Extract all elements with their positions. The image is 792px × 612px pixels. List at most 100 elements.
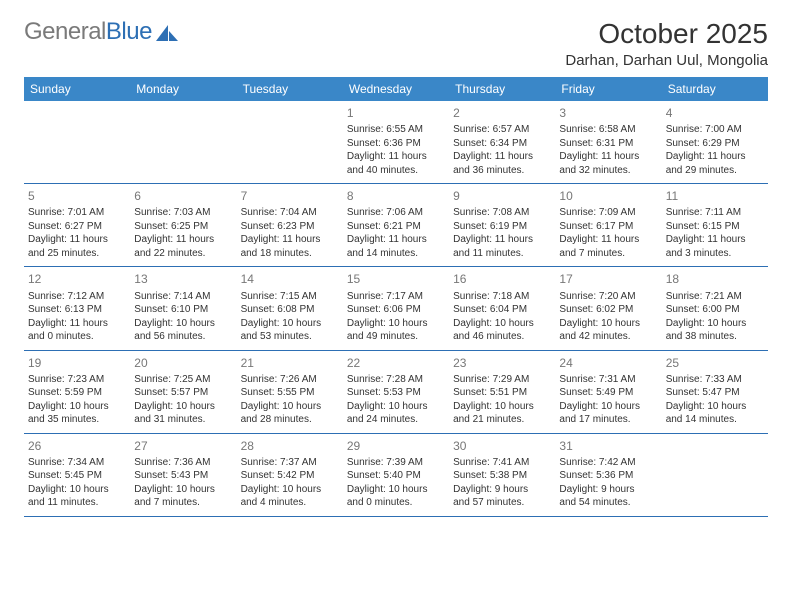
day-info-line: Daylight: 10 hours (347, 400, 445, 414)
day-info-line: Sunrise: 7:25 AM (134, 373, 232, 387)
day-info-line: and 18 minutes. (241, 247, 339, 261)
title-block: October 2025 Darhan, Darhan Uul, Mongoli… (565, 18, 768, 69)
day-info-line: Sunset: 6:02 PM (559, 303, 657, 317)
day-info-line: and 57 minutes. (453, 496, 551, 510)
day-info-line: Sunset: 5:49 PM (559, 386, 657, 400)
day-info-line: and 11 minutes. (453, 247, 551, 261)
day-info-line: Daylight: 10 hours (666, 400, 764, 414)
calendar-day-cell (237, 101, 343, 183)
day-info-line: Daylight: 11 hours (453, 150, 551, 164)
day-info-line: Daylight: 10 hours (241, 483, 339, 497)
day-info-line: and 4 minutes. (241, 496, 339, 510)
day-info-line: Sunrise: 6:55 AM (347, 123, 445, 137)
day-info-line: Daylight: 11 hours (453, 233, 551, 247)
day-info-line: Daylight: 9 hours (453, 483, 551, 497)
day-info-line: Sunrise: 7:36 AM (134, 456, 232, 470)
day-info-line: Sunrise: 7:09 AM (559, 206, 657, 220)
day-info-line: and 24 minutes. (347, 413, 445, 427)
calendar-week-row: 26Sunrise: 7:34 AMSunset: 5:45 PMDayligh… (24, 434, 768, 517)
day-number: 11 (666, 188, 764, 204)
day-info-line: Sunset: 6:06 PM (347, 303, 445, 317)
day-info-line: Sunrise: 6:57 AM (453, 123, 551, 137)
day-info-line: Daylight: 10 hours (559, 400, 657, 414)
brand-part2: Blue (106, 18, 152, 46)
calendar-day-cell: 8 Sunrise: 7:06 AMSunset: 6:21 PMDaylight… (343, 184, 449, 266)
day-info-line: Sunrise: 7:06 AM (347, 206, 445, 220)
calendar-day-cell: 6Sunrise: 7:03 AMSunset: 6:25 PMDaylight… (130, 184, 236, 266)
day-number: 8 (347, 188, 445, 204)
calendar-day-cell: 7Sunrise: 7:04 AMSunset: 6:23 PMDaylight… (237, 184, 343, 266)
day-info-line: Sunrise: 7:14 AM (134, 290, 232, 304)
day-number: 26 (28, 438, 126, 454)
day-info-line: Sunset: 6:29 PM (666, 137, 764, 151)
day-info-line: and 28 minutes. (241, 413, 339, 427)
day-info-line: and 46 minutes. (453, 330, 551, 344)
day-info-line: Sunset: 6:27 PM (28, 220, 126, 234)
day-info-line: Sunrise: 7:29 AM (453, 373, 551, 387)
calendar-day-cell: 10Sunrise: 7:09 AMSunset: 6:17 PMDayligh… (555, 184, 661, 266)
day-info-line: Daylight: 10 hours (559, 317, 657, 331)
day-number: 31 (559, 438, 657, 454)
day-info-line: Daylight: 10 hours (134, 400, 232, 414)
day-info-line: Sunrise: 7:01 AM (28, 206, 126, 220)
day-info-line: Sunrise: 7:15 AM (241, 290, 339, 304)
day-info-line: Daylight: 11 hours (666, 233, 764, 247)
calendar-day-cell: 28Sunrise: 7:37 AMSunset: 5:42 PMDayligh… (237, 434, 343, 516)
calendar-day-cell (130, 101, 236, 183)
weekday-header: Wednesday (343, 77, 449, 101)
weekday-header: Monday (130, 77, 236, 101)
calendar-day-cell: 31Sunrise: 7:42 AMSunset: 5:36 PMDayligh… (555, 434, 661, 516)
calendar-page: GeneralBlue October 2025 Darhan, Darhan … (0, 0, 792, 517)
day-info-line: Sunset: 6:21 PM (347, 220, 445, 234)
day-info-line: Daylight: 9 hours (559, 483, 657, 497)
day-number: 18 (666, 271, 764, 287)
weekday-header: Sunday (24, 77, 130, 101)
day-info-line: Daylight: 10 hours (666, 317, 764, 331)
day-info-line: Sunset: 6:23 PM (241, 220, 339, 234)
weekday-header-row: SundayMondayTuesdayWednesdayThursdayFrid… (24, 77, 768, 101)
calendar-day-cell: 12Sunrise: 7:12 AMSunset: 6:13 PMDayligh… (24, 267, 130, 349)
calendar-day-cell: 13Sunrise: 7:14 AMSunset: 6:10 PMDayligh… (130, 267, 236, 349)
calendar-day-cell (24, 101, 130, 183)
calendar-day-cell: 22Sunrise: 7:28 AMSunset: 5:53 PMDayligh… (343, 351, 449, 433)
day-info-line: and 49 minutes. (347, 330, 445, 344)
calendar-week-row: 5 Sunrise: 7:01 AMSunset: 6:27 PM Daylight… (24, 184, 768, 267)
day-info-line: Sunset: 5:42 PM (241, 469, 339, 483)
calendar-day-cell: 14Sunrise: 7:15 AMSunset: 6:08 PMDayligh… (237, 267, 343, 349)
day-number: 22 (347, 355, 445, 371)
day-info-line: Sunset: 6:15 PM (666, 220, 764, 234)
day-info-line: Sunrise: 7:18 AM (453, 290, 551, 304)
day-info-line: Sunrise: 7:03 AM (134, 206, 232, 220)
day-info-line: and 21 minutes. (453, 413, 551, 427)
day-number: 19 (28, 355, 126, 371)
day-info-line: Daylight: 11 hours (241, 233, 339, 247)
day-number: 2 (453, 105, 551, 121)
day-info-line: Daylight: 11 hours (347, 150, 445, 164)
calendar-day-cell (662, 434, 768, 516)
day-info-line: Sunrise: 7:42 AM (559, 456, 657, 470)
day-info-line: Sunset: 5:59 PM (28, 386, 126, 400)
day-info-line: and 32 minutes. (559, 164, 657, 178)
day-number: 9 (453, 188, 551, 204)
day-info-line: and 0 minutes. (347, 496, 445, 510)
brand-part1: General (24, 18, 106, 46)
day-info-line: Sunrise: 7:21 AM (666, 290, 764, 304)
day-info-line: and 17 minutes. (559, 413, 657, 427)
day-number: 5 (28, 188, 126, 204)
calendar-day-cell: 21Sunrise: 7:26 AMSunset: 5:55 PMDayligh… (237, 351, 343, 433)
day-number: 17 (559, 271, 657, 287)
day-info-line: Sunset: 6:19 PM (453, 220, 551, 234)
day-info-line: and 25 minutes. (28, 247, 126, 261)
day-info-line: Daylight: 11 hours (347, 233, 445, 247)
calendar-day-cell: 4Sunrise: 7:00 AMSunset: 6:29 PMDaylight… (662, 101, 768, 183)
calendar-day-cell: 25Sunrise: 7:33 AMSunset: 5:47 PMDayligh… (662, 351, 768, 433)
day-info-line: Daylight: 11 hours (28, 317, 126, 331)
calendar-week-row: 19Sunrise: 7:23 AMSunset: 5:59 PMDayligh… (24, 351, 768, 434)
day-info-line: Sunrise: 7:26 AM (241, 373, 339, 387)
day-info-line: Sunset: 5:51 PM (453, 386, 551, 400)
day-info-line: Sunrise: 7:04 AM (241, 206, 339, 220)
calendar-day-cell: 2Sunrise: 6:57 AMSunset: 6:34 PMDaylight… (449, 101, 555, 183)
calendar-week-row: 1Sunrise: 6:55 AMSunset: 6:36 PMDaylight… (24, 101, 768, 184)
day-info-line: and 22 minutes. (134, 247, 232, 261)
day-number: 23 (453, 355, 551, 371)
